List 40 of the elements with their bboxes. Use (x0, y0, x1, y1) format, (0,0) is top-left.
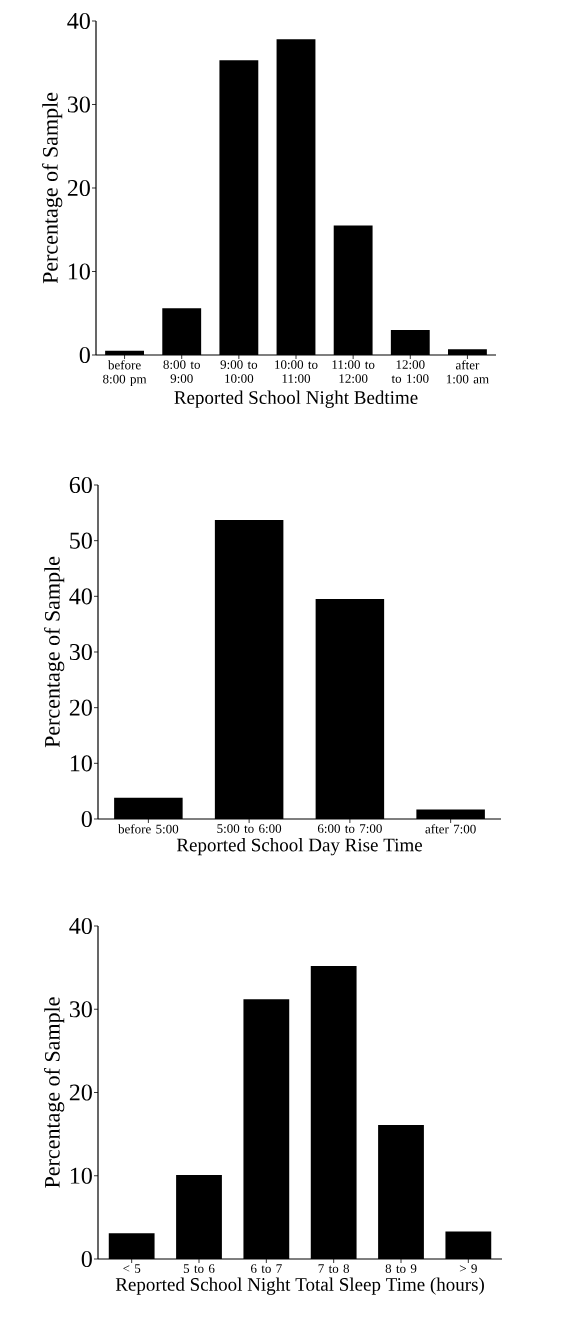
y-tick-label: 50 (70, 532, 92, 549)
x-tick-label: > 9 (459, 1264, 477, 1273)
y-tick-label: 10 (68, 263, 90, 280)
y-axis-title: Percentage of Sample (44, 997, 65, 1188)
x-tick-label: 5 to 6 (183, 1264, 215, 1273)
x-axis-title: Reported School Night Bedtime (174, 390, 418, 408)
x-tick-label: 12:00 to 1:00 (391, 360, 429, 384)
y-tick-label: 0 (81, 1250, 92, 1268)
x-tick-label: 9:00 to 10:00 (220, 360, 258, 384)
x-tick-label: 8:00 to 9:00 (163, 360, 200, 384)
y-tick-label: 40 (67, 12, 90, 30)
x-tick-label: after 7:00 (425, 824, 476, 834)
y-tick-label: 20 (69, 1084, 92, 1101)
x-tick-label: 7 to 8 (318, 1264, 350, 1273)
y-tick-label: 20 (69, 699, 92, 716)
y-tick-label: 30 (69, 1001, 92, 1018)
x-tick-label: 6:00 to 7:00 (317, 824, 382, 834)
y-axis-title: Percentage of Sample (42, 92, 63, 284)
x-tick-label: before 5:00 (118, 824, 179, 834)
y-tick-label: 40 (69, 917, 92, 935)
y-tick-label: 30 (69, 643, 92, 661)
x-tick-label: 6 to 7 (251, 1264, 282, 1273)
x-tick-label: 5:00 to 6:00 (217, 824, 282, 834)
y-tick-label: 10 (70, 755, 92, 772)
x-tick-label: after 1:00 am (446, 360, 489, 384)
x-tick-label: 10:00 to 11:00 (275, 360, 318, 384)
x-axis-title: Reported School Night Total Sleep Time (hours) (115, 1277, 484, 1295)
y-tick-label: 40 (69, 588, 92, 605)
y-tick-label: 0 (81, 810, 92, 828)
x-tick-label: 11:00 to 12:00 (332, 360, 375, 384)
x-tick-label: 8 to 9 (385, 1264, 417, 1273)
x-tick-label: < 5 (123, 1264, 141, 1273)
y-tick-label: 60 (69, 476, 92, 494)
y-tick-label: 30 (67, 96, 90, 113)
y-axis-title: Percentage of Sample (44, 556, 65, 748)
y-tick-label: 10 (70, 1167, 92, 1184)
x-tick-label: before 8:00 pm (103, 360, 147, 387)
y-tick-label: 0 (79, 346, 90, 364)
y-tick-label: 20 (67, 179, 90, 197)
x-axis-title: Reported School Day Rise Time (176, 838, 423, 856)
